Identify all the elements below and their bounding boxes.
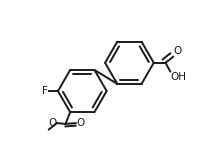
Text: OH: OH xyxy=(171,72,187,82)
Text: O: O xyxy=(174,46,182,56)
Text: F: F xyxy=(42,86,48,96)
Text: O: O xyxy=(76,118,84,128)
Text: O: O xyxy=(48,118,56,128)
